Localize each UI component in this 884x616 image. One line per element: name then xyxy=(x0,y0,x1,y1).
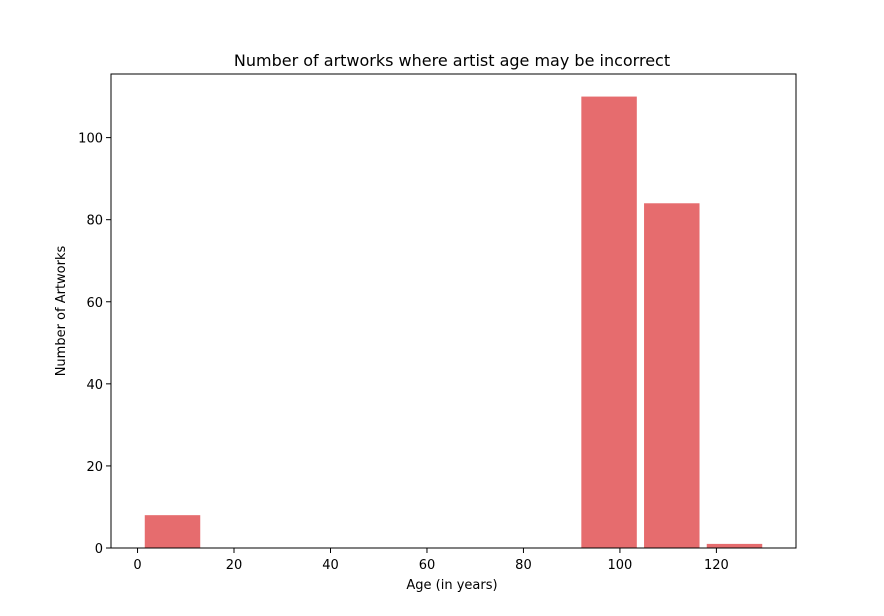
y-tick-label-5: 100 xyxy=(78,132,103,147)
x-axis-label: Age (in years) xyxy=(406,578,497,593)
x-axis: 0 20 40 60 80 100 120 xyxy=(133,548,729,573)
y-tick-label-1: 20 xyxy=(86,460,103,475)
bar-3 xyxy=(706,543,763,548)
x-tick-label-2: 40 xyxy=(322,558,339,573)
x-tick-label-0: 0 xyxy=(133,558,141,573)
plot-frame xyxy=(110,73,797,549)
x-tick-label-6: 120 xyxy=(704,558,729,573)
x-tick-label-1: 20 xyxy=(226,558,243,573)
y-tick-label-0: 0 xyxy=(95,542,103,557)
x-tick-label-5: 100 xyxy=(608,558,633,573)
x-tick-label-4: 80 xyxy=(515,558,532,573)
y-axis-label: Number of Artworks xyxy=(54,245,69,376)
bar-0 xyxy=(144,515,201,548)
y-tick-label-4: 80 xyxy=(86,214,103,229)
y-tick-label-2: 40 xyxy=(86,378,103,393)
y-axis: 0 20 40 60 80 100 xyxy=(78,132,111,557)
bars-group xyxy=(144,96,763,549)
y-tick-label-3: 60 xyxy=(86,296,103,311)
chart-title: Number of artworks where artist age may … xyxy=(234,51,670,70)
bar-2 xyxy=(644,203,700,549)
x-tick-label-3: 60 xyxy=(419,558,436,573)
bar-1 xyxy=(581,96,637,549)
